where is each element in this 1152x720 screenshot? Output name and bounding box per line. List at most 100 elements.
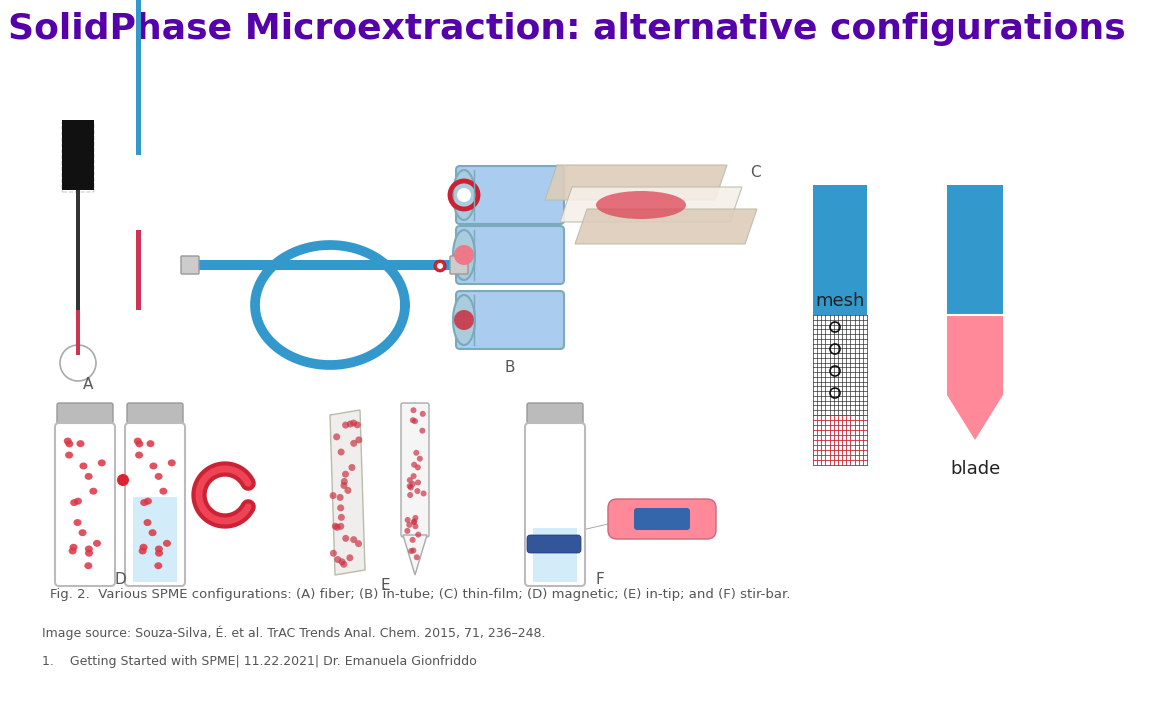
Circle shape [334, 556, 341, 563]
Ellipse shape [156, 549, 164, 557]
Circle shape [437, 263, 444, 269]
Bar [63, 505, 107, 582]
Circle shape [404, 528, 410, 534]
Ellipse shape [85, 549, 93, 557]
Ellipse shape [454, 245, 473, 265]
FancyBboxPatch shape [450, 256, 468, 274]
Circle shape [355, 540, 362, 547]
Circle shape [415, 531, 422, 538]
Text: B: B [505, 360, 515, 375]
Circle shape [118, 474, 129, 486]
FancyBboxPatch shape [526, 403, 583, 429]
Ellipse shape [134, 438, 142, 444]
Circle shape [434, 260, 446, 272]
Bar [76, 310, 79, 355]
Circle shape [407, 492, 414, 498]
Circle shape [410, 417, 416, 423]
Circle shape [419, 411, 426, 417]
Ellipse shape [154, 473, 162, 480]
Bar [136, 0, 141, 155]
FancyBboxPatch shape [526, 535, 581, 553]
Circle shape [415, 488, 420, 494]
FancyBboxPatch shape [456, 166, 564, 224]
Text: F: F [596, 572, 605, 587]
Text: Image source: Souza-Silva, É. et al. TrAC Trends Anal. Chem. 2015, 71, 236–248.: Image source: Souza-Silva, É. et al. TrA… [41, 625, 546, 639]
Circle shape [329, 492, 336, 499]
Circle shape [411, 462, 417, 468]
Circle shape [340, 561, 347, 568]
Ellipse shape [453, 170, 475, 220]
Text: C: C [750, 165, 760, 180]
Ellipse shape [150, 462, 158, 469]
Ellipse shape [84, 473, 92, 480]
Ellipse shape [66, 441, 74, 447]
Circle shape [341, 482, 348, 489]
Ellipse shape [149, 529, 157, 536]
Circle shape [414, 554, 419, 560]
FancyBboxPatch shape [525, 423, 585, 586]
Circle shape [341, 478, 348, 485]
Circle shape [329, 549, 336, 557]
Circle shape [342, 535, 349, 542]
Ellipse shape [146, 440, 154, 447]
Circle shape [354, 421, 361, 428]
Polygon shape [329, 410, 365, 575]
Bar [76, 190, 79, 310]
Ellipse shape [90, 487, 98, 495]
Polygon shape [575, 209, 757, 244]
Ellipse shape [66, 451, 73, 459]
Circle shape [410, 408, 417, 413]
FancyBboxPatch shape [181, 256, 199, 274]
Ellipse shape [78, 529, 86, 536]
Ellipse shape [596, 191, 685, 219]
Polygon shape [560, 187, 742, 222]
Ellipse shape [69, 544, 77, 551]
Circle shape [407, 522, 412, 528]
Circle shape [355, 436, 363, 444]
Ellipse shape [144, 498, 152, 505]
Circle shape [350, 420, 357, 426]
Text: D: D [114, 572, 126, 587]
Ellipse shape [141, 499, 149, 506]
Circle shape [404, 517, 410, 523]
FancyBboxPatch shape [634, 508, 690, 530]
Circle shape [350, 536, 357, 543]
Circle shape [415, 464, 420, 470]
Ellipse shape [453, 230, 475, 280]
Polygon shape [545, 165, 727, 200]
Circle shape [344, 487, 351, 494]
Bar [947, 315, 1003, 395]
Ellipse shape [135, 441, 143, 447]
Circle shape [411, 519, 417, 525]
Ellipse shape [154, 546, 162, 552]
FancyBboxPatch shape [55, 423, 115, 586]
Circle shape [420, 490, 426, 497]
FancyBboxPatch shape [608, 499, 717, 539]
Ellipse shape [159, 487, 167, 495]
Bar [947, 185, 1003, 315]
Ellipse shape [138, 547, 146, 554]
Polygon shape [947, 395, 1003, 440]
Circle shape [410, 481, 416, 487]
Bar [62, 120, 94, 190]
Circle shape [339, 558, 346, 565]
Circle shape [410, 537, 416, 543]
Ellipse shape [162, 540, 170, 546]
Text: SolidPhase Microextraction: alternative configurations: SolidPhase Microextraction: alternative … [8, 12, 1126, 46]
Text: blade: blade [950, 460, 1000, 478]
Circle shape [334, 524, 341, 531]
Circle shape [407, 477, 412, 483]
FancyBboxPatch shape [56, 403, 113, 429]
Ellipse shape [84, 562, 92, 570]
Bar [533, 528, 577, 582]
Text: 1.    Getting Started with SPME| 11.22.2021| Dr. Emanuela Gionfriddo: 1. Getting Started with SPME| 11.22.2021… [41, 655, 477, 668]
Ellipse shape [135, 451, 143, 459]
Circle shape [419, 428, 425, 433]
Circle shape [410, 547, 416, 554]
Circle shape [338, 514, 344, 521]
Circle shape [338, 449, 344, 456]
Ellipse shape [98, 459, 106, 467]
Bar [813, 185, 867, 315]
Circle shape [338, 523, 344, 530]
Ellipse shape [154, 562, 162, 570]
